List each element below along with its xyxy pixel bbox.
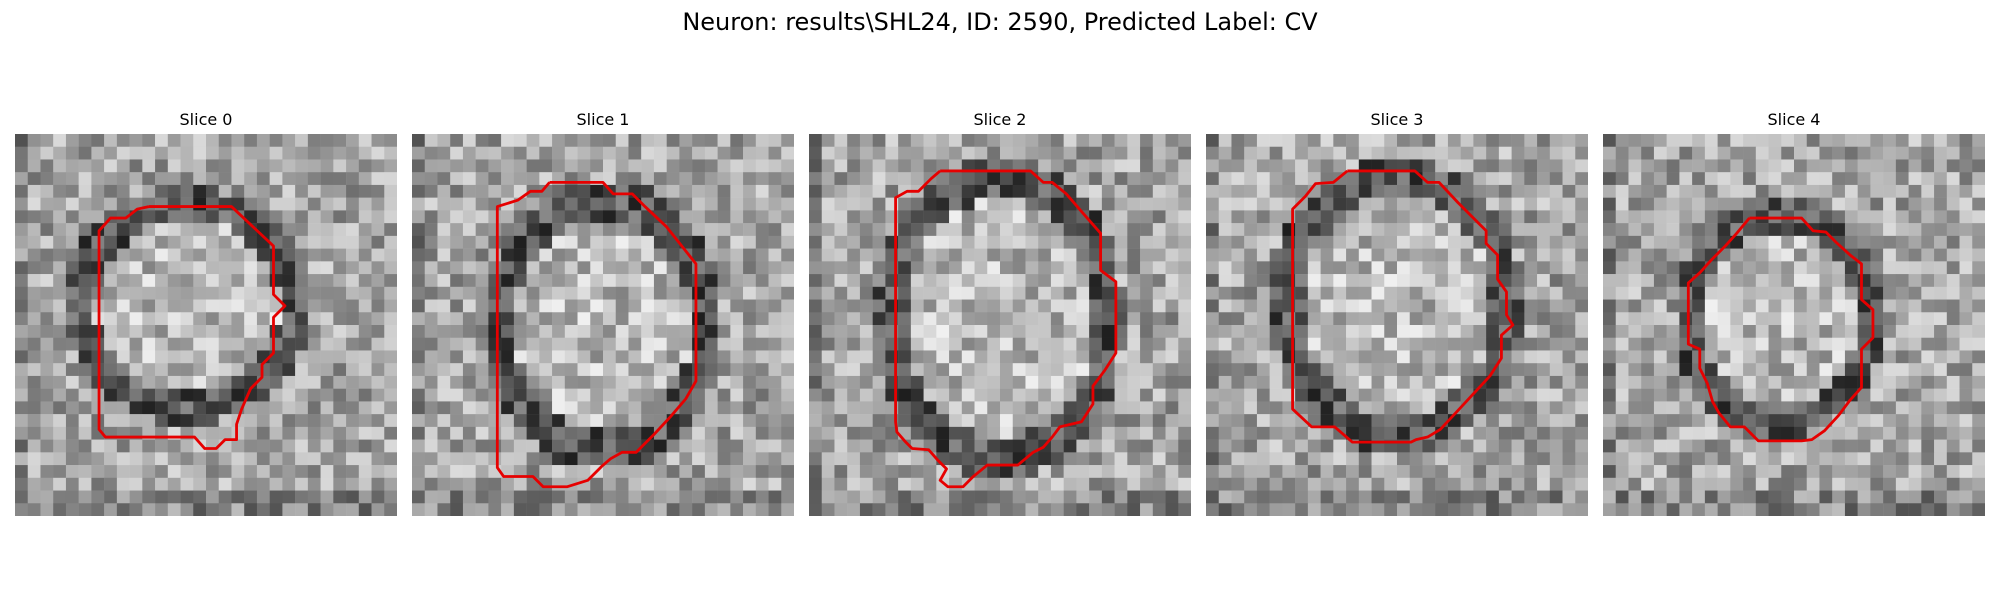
- contour-outline-4: [1686, 216, 1875, 443]
- grayscale-slice-2: [809, 134, 1191, 516]
- slice-title-2: Slice 2: [973, 110, 1027, 129]
- slice-panel-0: Slice 0: [15, 110, 397, 516]
- contour-outline-1: [495, 180, 698, 489]
- slice-title-4: Slice 4: [1767, 110, 1821, 129]
- pixel-grid-1: [412, 134, 794, 516]
- slice-title-3: Slice 3: [1370, 110, 1424, 129]
- pixel-grid-4: [1603, 134, 1985, 516]
- grayscale-slice-4: [1603, 134, 1985, 516]
- contour-outline-0: [97, 205, 287, 450]
- slice-panel-3: Slice 3: [1206, 110, 1588, 516]
- pixel-grid-2: [809, 134, 1191, 516]
- contour-outline-2: [894, 169, 1118, 489]
- contour-outline-3: [1291, 169, 1515, 444]
- slice-title-1: Slice 1: [576, 110, 630, 129]
- grayscale-slice-3: [1206, 134, 1588, 516]
- pixel-grid-3: [1206, 134, 1588, 516]
- slice-panel-2: Slice 2: [809, 110, 1191, 516]
- slice-image-4: [1603, 134, 1985, 516]
- figure-title: Neuron: results\SHL24, ID: 2590, Predict…: [682, 8, 1318, 36]
- grayscale-slice-1: [412, 134, 794, 516]
- slice-title-0: Slice 0: [179, 110, 233, 129]
- grayscale-slice-0: [15, 134, 397, 516]
- slice-image-2: [809, 134, 1191, 516]
- slice-image-3: [1206, 134, 1588, 516]
- slice-panel-1: Slice 1: [412, 110, 794, 516]
- slice-image-1: [412, 134, 794, 516]
- slice-image-0: [15, 134, 397, 516]
- slice-panel-4: Slice 4: [1603, 110, 1985, 516]
- pixel-grid-0: [15, 134, 397, 516]
